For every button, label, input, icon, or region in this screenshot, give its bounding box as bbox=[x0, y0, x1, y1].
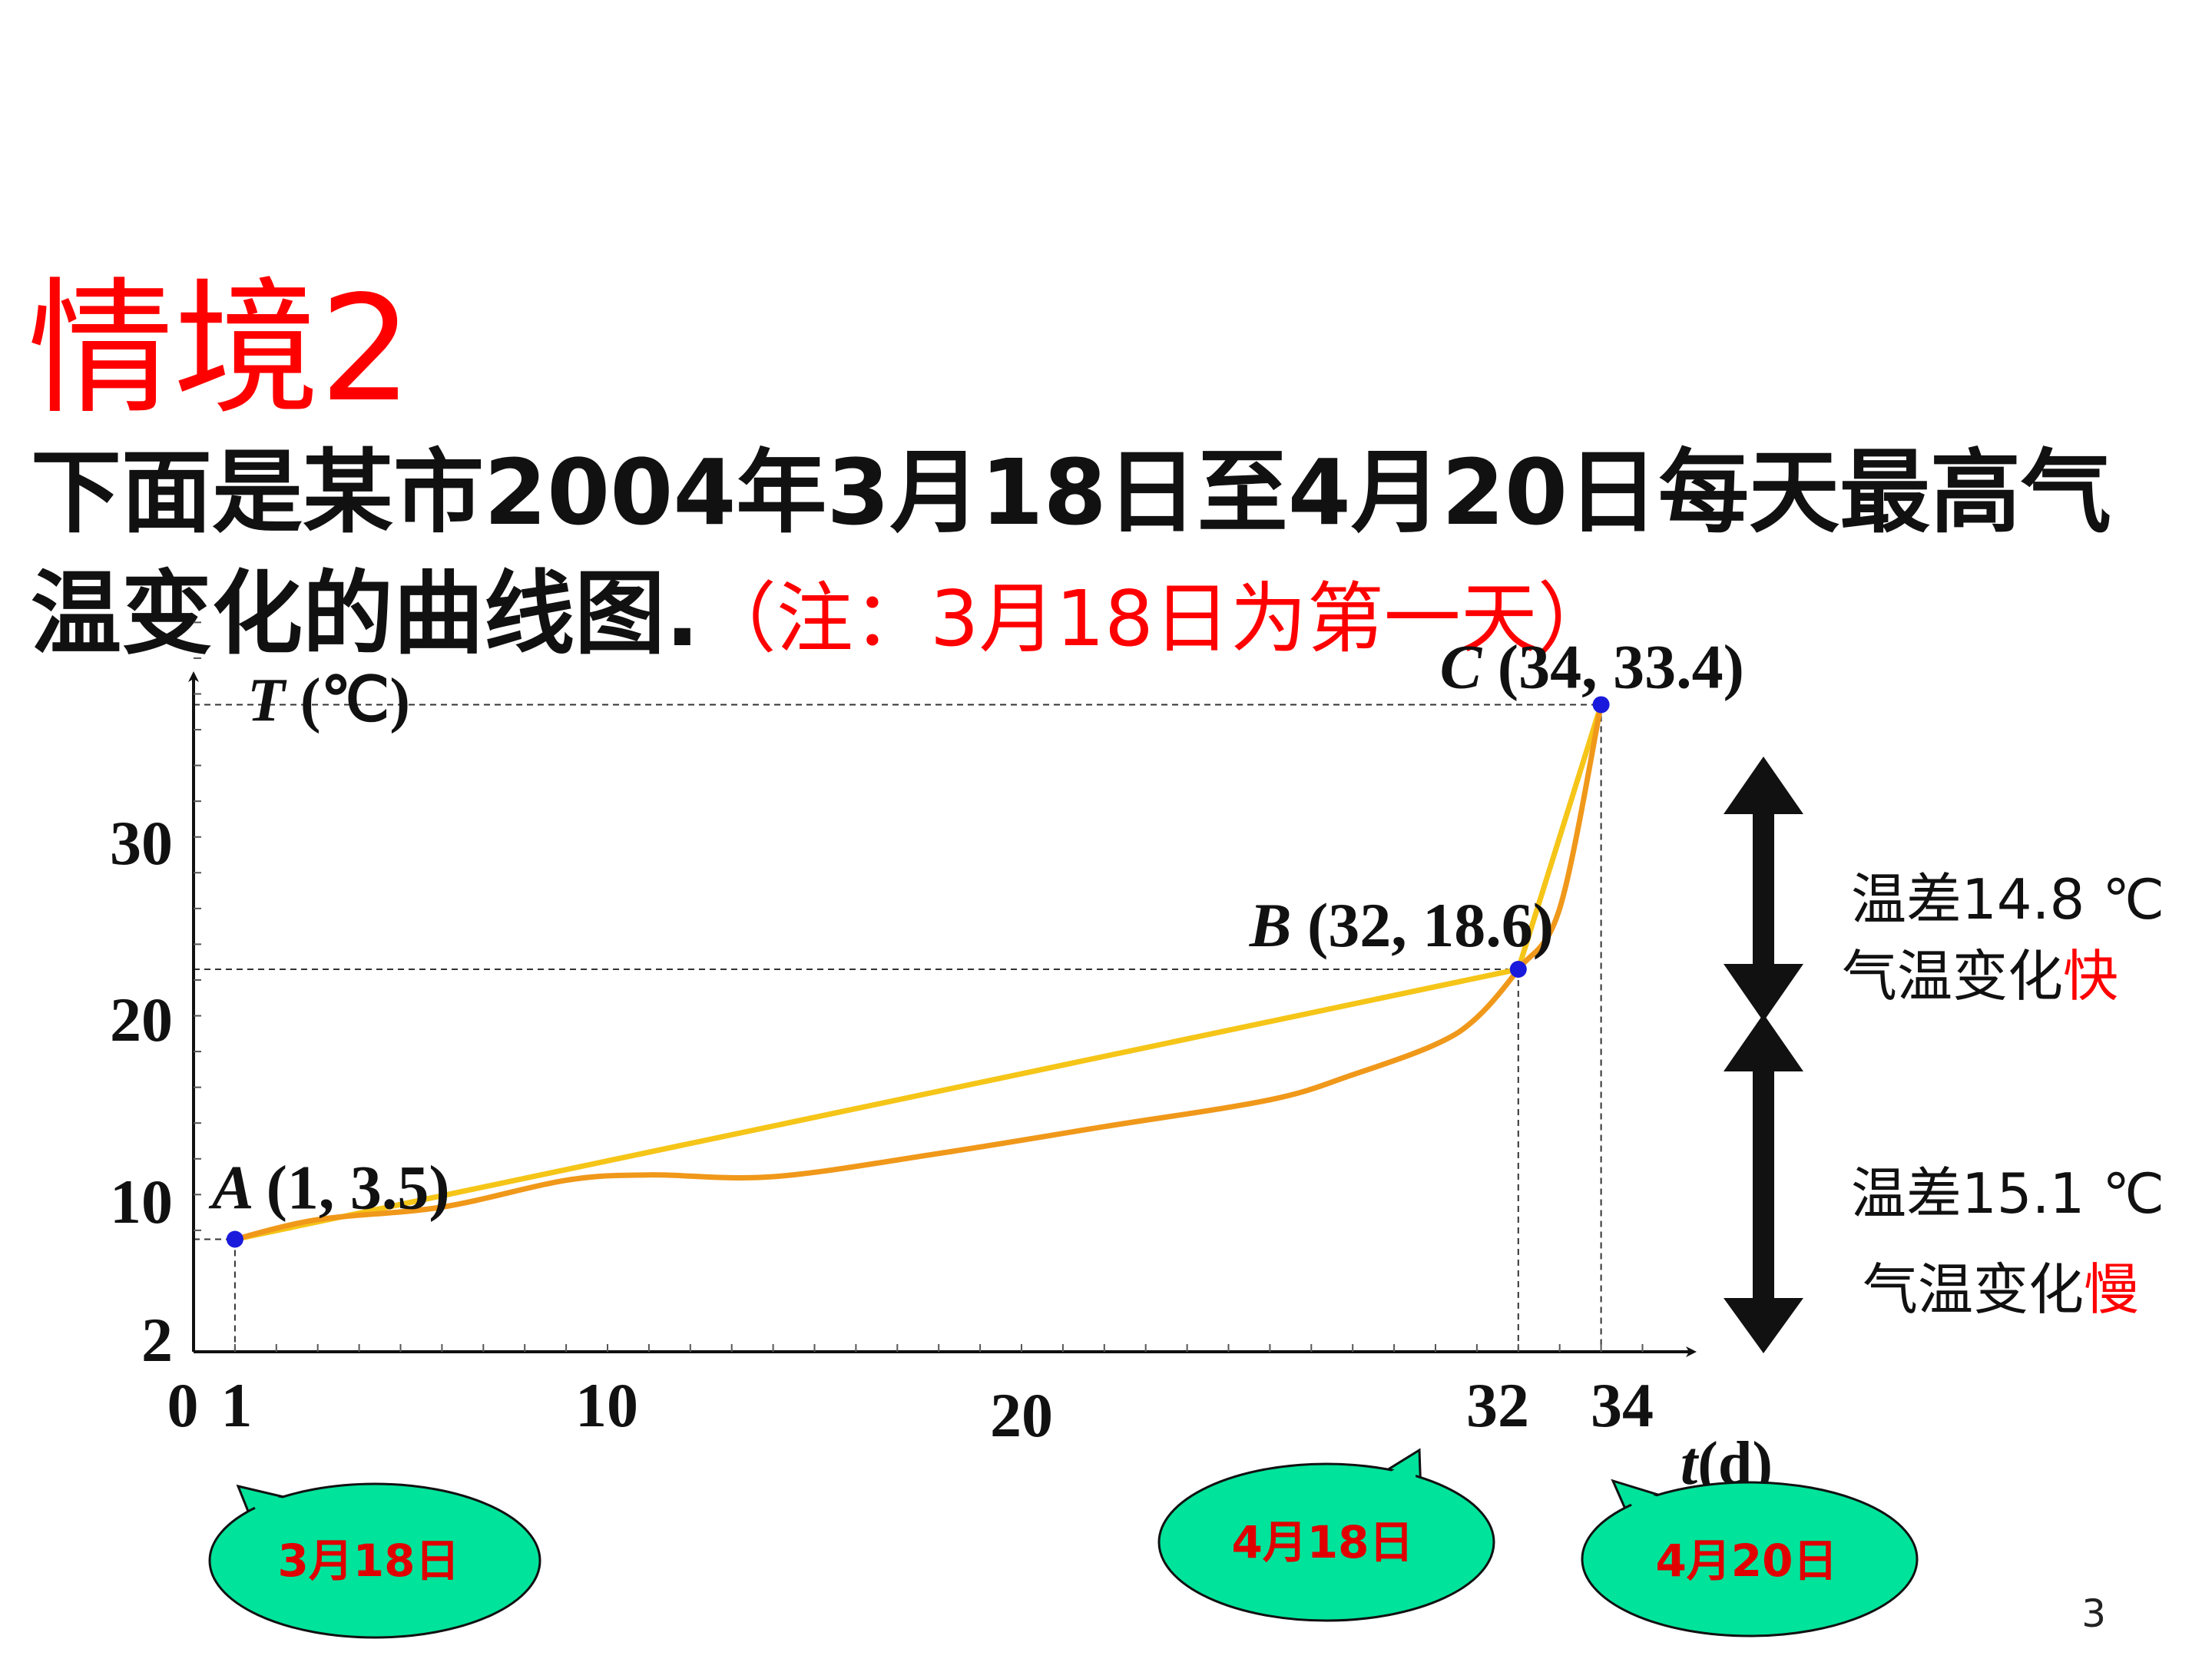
description-line-1: 下面是某市2004年3月18日至4月20日每天最高气 bbox=[31, 439, 2112, 545]
lower-double-arrow bbox=[1724, 1014, 1803, 1353]
x-tick-label: 20 bbox=[990, 1380, 1053, 1450]
bubble-text-apr-18: 4月18日 bbox=[1231, 1516, 1413, 1568]
y-axis-label: T (℃) bbox=[247, 667, 410, 734]
guide-lines bbox=[194, 704, 1602, 1352]
upper-speed-prefix: 气温变化 bbox=[1842, 944, 2064, 1008]
bubble-apr-20: 4月20日 bbox=[1581, 1479, 1919, 1637]
page-number: 3 bbox=[2081, 1591, 2106, 1636]
bubble-text-mar-18: 3月18日 bbox=[277, 1535, 459, 1587]
y-axis-var: T bbox=[247, 667, 287, 734]
upper-speed-word: 快 bbox=[2063, 944, 2119, 1008]
upper-double-arrow bbox=[1724, 757, 1803, 1022]
description-line-2-text: 温变化的曲线图. bbox=[31, 561, 700, 667]
y-axis-unit: (℃) bbox=[285, 667, 410, 734]
bubble-apr-18: 4月18日 bbox=[1157, 1448, 1495, 1622]
point-label-B: B (32, 18.6) bbox=[1249, 890, 1554, 960]
lower-speed-prefix: 气温变化 bbox=[1863, 1257, 2085, 1322]
tick-labels: 0 1 10 20 32 34 2 10 20 30 bbox=[110, 808, 1654, 1450]
axes bbox=[188, 671, 1697, 1357]
x-tick-label: 34 bbox=[1591, 1370, 1654, 1440]
point-coord-A: (1, 3.5) bbox=[267, 1153, 450, 1223]
y-tick-label: 30 bbox=[110, 808, 173, 878]
point-letter-A: A bbox=[208, 1153, 267, 1223]
x-tick-label: 32 bbox=[1466, 1370, 1529, 1440]
minor-ticks bbox=[194, 621, 1644, 1352]
point-label-A: A (1, 3.5) bbox=[208, 1153, 450, 1223]
upper-temp-diff: 温差14.8 ℃ bbox=[1851, 867, 2165, 932]
y-tick-label: 2 bbox=[141, 1305, 173, 1375]
upper-speed-text: 气温变化快 bbox=[1842, 931, 2118, 1012]
description-line-2: 温变化的曲线图.（注：3月18日为第一天） bbox=[31, 568, 2151, 659]
points-layer: A (1, 3.5) B (32, 18.6) C (34, 33.4) bbox=[208, 631, 1744, 1248]
lower-speed-text: 气温变化慢 bbox=[1863, 1244, 2139, 1325]
x-tick-label: 10 bbox=[575, 1370, 638, 1440]
note-text: （注：3月18日为第一天） bbox=[699, 574, 1614, 664]
slide-title: 情境2 bbox=[28, 264, 412, 434]
point-letter-B: B bbox=[1249, 890, 1307, 960]
point-coord-B: (32, 18.6) bbox=[1307, 890, 1554, 960]
bubble-mar-18: 3月18日 bbox=[208, 1482, 541, 1639]
range-arrows bbox=[1724, 757, 1803, 1353]
point-A bbox=[226, 1230, 243, 1248]
point-B bbox=[1509, 960, 1527, 978]
point-C bbox=[1592, 696, 1610, 714]
point-label-C: C (34, 33.4) bbox=[1440, 631, 1744, 701]
x-tick-label: 1 bbox=[221, 1370, 253, 1440]
x-tick-label: 0 bbox=[167, 1370, 199, 1440]
bubble-text-apr-20: 4月20日 bbox=[1655, 1535, 1837, 1587]
lower-speed-word: 慢 bbox=[2084, 1257, 2140, 1322]
date-bubbles: 3月18日 4月18日 4月20日 bbox=[208, 1448, 1919, 1639]
y-tick-label: 20 bbox=[110, 985, 173, 1055]
y-tick-label: 10 bbox=[110, 1167, 173, 1237]
point-coord-C: (34, 33.4) bbox=[1498, 631, 1744, 701]
lower-temp-diff: 温差15.1 ℃ bbox=[1851, 1161, 2165, 1226]
point-letter-C: C bbox=[1440, 631, 1498, 701]
